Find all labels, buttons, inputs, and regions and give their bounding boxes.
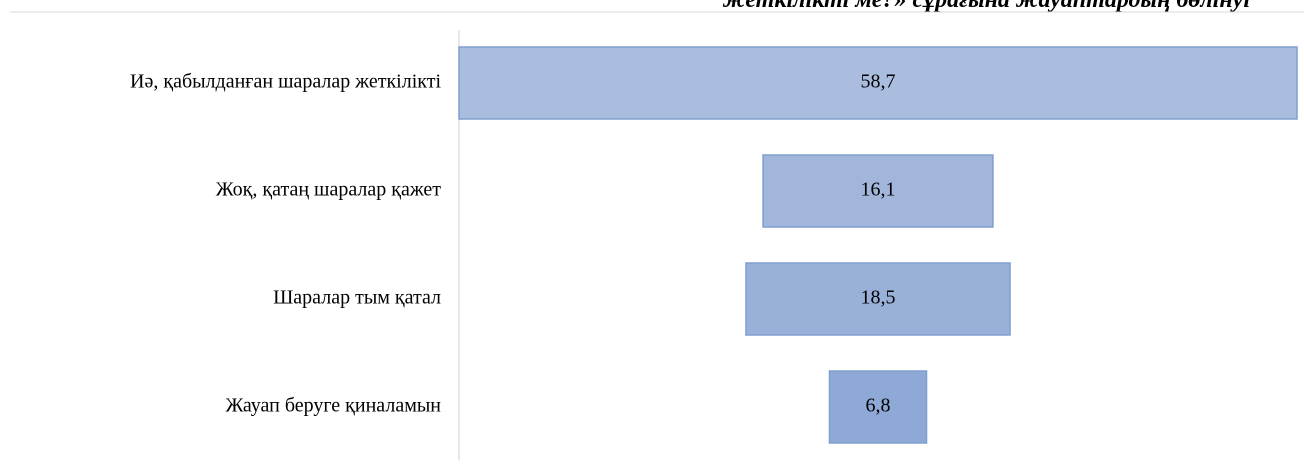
funnel-bar bbox=[458, 46, 1298, 120]
category-label: Иә, қабылданған шаралар жеткілікті bbox=[130, 71, 441, 93]
value-label: 18,5 bbox=[861, 287, 896, 309]
category-label: Жоқ, қатаң шаралар қажет bbox=[216, 179, 441, 201]
category-label: Жауап беруге қиналамын bbox=[225, 395, 441, 417]
funnel-bar bbox=[745, 262, 1011, 336]
chart-title: жеткілікті ме?» сұрағына жауаптардың бөл… bbox=[722, 0, 1251, 13]
value-label: 16,1 bbox=[861, 179, 896, 201]
value-label: 58,7 bbox=[861, 71, 896, 93]
funnel-bar bbox=[762, 154, 994, 228]
category-label: Шаралар тым қатал bbox=[273, 287, 441, 309]
value-label: 6,8 bbox=[866, 395, 891, 417]
funnel-bar bbox=[828, 370, 928, 444]
